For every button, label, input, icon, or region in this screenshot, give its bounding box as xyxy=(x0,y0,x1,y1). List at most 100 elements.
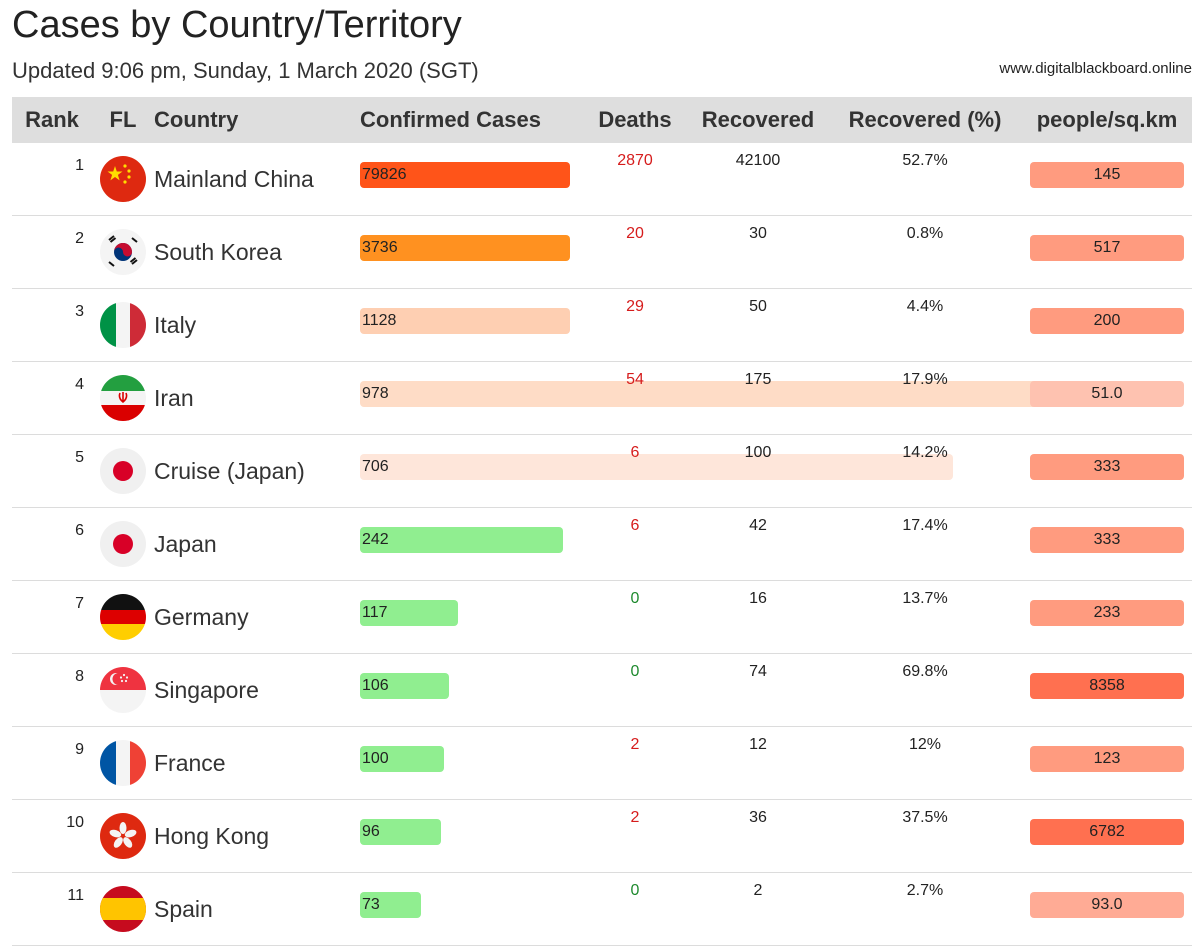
density-cell: 6782 xyxy=(1022,799,1192,873)
col-header-deaths[interactable]: Deaths xyxy=(598,107,672,132)
country-cell: Mainland China xyxy=(154,143,360,216)
density-cell: 333 xyxy=(1022,434,1192,508)
col-header-country[interactable]: Country xyxy=(154,107,239,132)
rank-cell: 11 xyxy=(12,872,92,946)
site-link[interactable]: www.digitalblackboard.online xyxy=(999,60,1192,77)
flag-cell xyxy=(92,872,154,946)
recovered-cell: 36 xyxy=(688,799,828,873)
density-cell: 233 xyxy=(1022,580,1192,654)
deaths-cell: 0 xyxy=(582,580,688,654)
deaths-cell: 0 xyxy=(582,872,688,946)
col-header-confirmed-cases[interactable]: Confirmed Cases xyxy=(360,107,541,132)
recovered-cell: 16 xyxy=(688,580,828,654)
density-bar: 51.0 xyxy=(1030,381,1184,407)
recovered-pct-cell: 14.2% xyxy=(828,434,1022,508)
hong-kong-flag-icon xyxy=(100,813,146,859)
density-cell: 123 xyxy=(1022,726,1192,800)
deaths-cell: 54 xyxy=(582,361,688,435)
density-bar: 517 xyxy=(1030,235,1184,261)
recovered-cell: 100 xyxy=(688,434,828,508)
density-cell: 93.0 xyxy=(1022,872,1192,946)
page-title: Cases by Country/Territory xyxy=(12,4,462,46)
south-korea-flag-icon xyxy=(100,229,146,275)
flag-cell xyxy=(92,215,154,289)
confirmed-cases-cell: 3736 xyxy=(360,215,582,289)
country-cell: France xyxy=(154,726,360,800)
density-bar: 233 xyxy=(1030,600,1184,626)
country-cell: Hong Kong xyxy=(154,799,360,873)
table-row: 11 Spain 73 0 2 2.7% 93.0 xyxy=(12,872,1192,946)
country-cell: Italy xyxy=(154,288,360,362)
col-header-recovered[interactable]: Recovered xyxy=(701,107,815,132)
recovered-pct-cell: 52.7% xyxy=(828,143,1022,216)
confirmed-cases-cell: 978 xyxy=(360,361,1182,435)
recovered-pct-cell: 17.4% xyxy=(828,507,1022,581)
table-row: 2 South Korea 3736 20 30 0.8% 517 xyxy=(12,215,1192,289)
flag-cell xyxy=(92,434,154,508)
recovered-cell: 42100 xyxy=(688,143,828,216)
recovered-pct-cell: 12% xyxy=(828,726,1022,800)
confirmed-cases-cell: 73 xyxy=(360,872,582,946)
recovered-cell: 30 xyxy=(688,215,828,289)
confirmed-cases-cell: 117 xyxy=(360,580,582,654)
recovered-pct-cell: 2.7% xyxy=(828,872,1022,946)
density-bar: 123 xyxy=(1030,746,1184,772)
recovered-pct-cell: 37.5% xyxy=(828,799,1022,873)
table-row: 1 Mainland China 79826 2870 42100 52.7% 145 xyxy=(12,143,1192,216)
flag-cell xyxy=(92,361,154,435)
flag-cell xyxy=(92,799,154,873)
singapore-flag-icon xyxy=(100,667,146,713)
iran-flag-icon xyxy=(100,375,146,421)
table-row: 10 Hong Kong 96 2 36 37.5% 6782 xyxy=(12,799,1192,873)
updated-subtitle: Updated 9:06 pm, Sunday, 1 March 2020 (S… xyxy=(12,58,479,83)
col-header-recovered-pct[interactable]: Recovered (%) xyxy=(848,107,1002,132)
france-flag-icon xyxy=(100,740,146,786)
table-header-row: Rank FL Country Confirmed Cases Deaths R… xyxy=(12,97,1192,143)
col-header-flag[interactable]: FL xyxy=(109,107,137,132)
recovered-pct-cell: 69.8% xyxy=(828,653,1022,727)
spain-flag-icon xyxy=(100,886,146,932)
confirmed-cases-cell: 79826 xyxy=(360,143,582,216)
rank-cell: 7 xyxy=(12,580,92,654)
country-cell: Cruise (Japan) xyxy=(154,434,360,508)
table-row: 4 Iran 978 54 175 17.9% 51.0 xyxy=(12,361,1192,435)
flag-cell xyxy=(92,580,154,654)
deaths-cell: 6 xyxy=(582,434,688,508)
confirmed-cases-bar: 100 xyxy=(360,746,444,772)
col-header-density[interactable]: people/sq.km xyxy=(1036,107,1178,132)
confirmed-cases-bar: 117 xyxy=(360,600,458,626)
rank-cell: 3 xyxy=(12,288,92,362)
recovered-pct-cell: 17.9% xyxy=(828,361,1022,435)
japan-flag-icon xyxy=(100,448,146,494)
confirmed-cases-cell: 96 xyxy=(360,799,582,873)
density-bar: 200 xyxy=(1030,308,1184,334)
confirmed-cases-cell: 100 xyxy=(360,726,582,800)
table-row: 7 Germany 117 0 16 13.7% 233 xyxy=(12,580,1192,654)
recovered-cell: 2 xyxy=(688,872,828,946)
recovered-pct-cell: 0.8% xyxy=(828,215,1022,289)
deaths-cell: 29 xyxy=(582,288,688,362)
confirmed-cases-bar: 3736 xyxy=(360,235,570,261)
flag-cell xyxy=(92,653,154,727)
confirmed-cases-cell: 242 xyxy=(360,507,582,581)
recovered-pct-cell: 4.4% xyxy=(828,288,1022,362)
density-bar: 6782 xyxy=(1030,819,1184,845)
density-cell: 517 xyxy=(1022,215,1192,289)
country-cell: South Korea xyxy=(154,215,360,289)
density-bar: 93.0 xyxy=(1030,892,1184,918)
confirmed-cases-bar: 242 xyxy=(360,527,563,553)
deaths-cell: 20 xyxy=(582,215,688,289)
density-bar: 8358 xyxy=(1030,673,1184,699)
flag-cell xyxy=(92,143,154,216)
table-row: 3 Italy 1128 29 50 4.4% 200 xyxy=(12,288,1192,362)
density-cell: 145 xyxy=(1022,143,1192,216)
deaths-cell: 2 xyxy=(582,726,688,800)
density-cell: 333 xyxy=(1022,507,1192,581)
density-cell: 51.0 xyxy=(1022,361,1192,435)
rank-cell: 8 xyxy=(12,653,92,727)
rank-cell: 4 xyxy=(12,361,92,435)
col-header-rank[interactable]: Rank xyxy=(25,107,79,132)
country-cell: Singapore xyxy=(154,653,360,727)
density-bar: 333 xyxy=(1030,527,1184,553)
density-bar: 145 xyxy=(1030,162,1184,188)
